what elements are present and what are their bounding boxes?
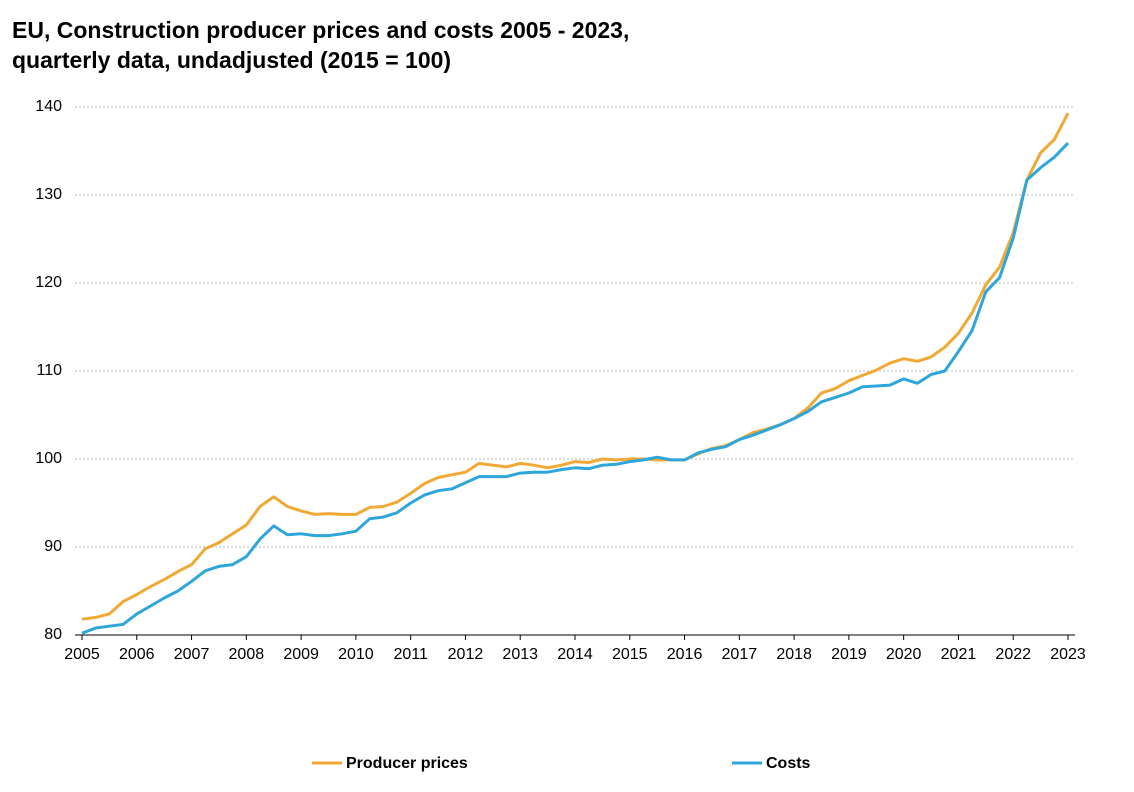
x-tick-label: 2021 <box>941 646 977 663</box>
y-tick-label: 80 <box>44 626 62 643</box>
x-tick-label: 2016 <box>667 646 703 663</box>
y-tick-label: 90 <box>44 538 62 555</box>
legend-label: Costs <box>766 755 811 772</box>
x-tick-label: 2005 <box>64 646 100 663</box>
x-tick-label: 2023 <box>1050 646 1086 663</box>
x-tick-label: 2011 <box>393 646 428 663</box>
x-tick-label: 2013 <box>502 646 538 663</box>
x-tick-label: 2018 <box>776 646 812 663</box>
y-tick-label: 130 <box>35 186 62 203</box>
y-tick-label: 140 <box>35 98 62 115</box>
line-series <box>81 112 1070 621</box>
chart-title: EU, Construction producer prices and cos… <box>12 17 629 43</box>
x-tick-label: 2019 <box>831 646 867 663</box>
y-tick-label: 120 <box>35 274 62 291</box>
x-tick-label: 2020 <box>886 646 922 663</box>
x-tick-label: 2008 <box>229 646 265 663</box>
x-tick-label: 2014 <box>557 646 593 663</box>
x-tick-label: 2010 <box>338 646 374 663</box>
x-tick-label: 2015 <box>612 646 648 663</box>
y-tick-label: 110 <box>36 362 62 379</box>
y-tick-label: 100 <box>35 450 62 467</box>
legend-label: Producer prices <box>346 755 468 772</box>
chart-title: quarterly data, undadjusted (2015 = 100) <box>12 47 451 73</box>
x-tick-label: 2022 <box>995 646 1031 663</box>
line-series <box>81 142 1070 635</box>
x-tick-label: 2012 <box>448 646 484 663</box>
x-tick-label: 2009 <box>283 646 319 663</box>
x-tick-label: 2017 <box>722 646 758 663</box>
x-tick-label: 2007 <box>174 646 210 663</box>
x-tick-label: 2006 <box>119 646 155 663</box>
